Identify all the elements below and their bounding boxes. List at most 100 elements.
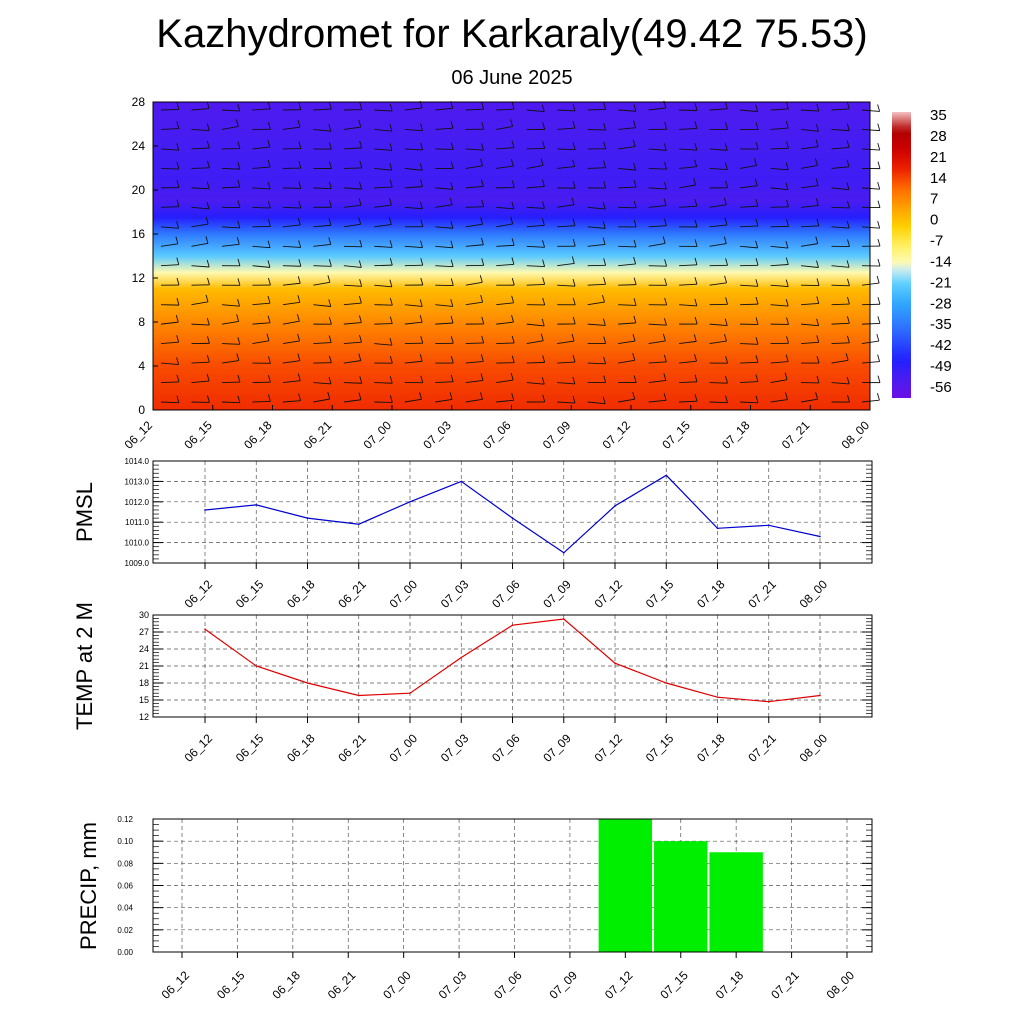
wind-barb [557,340,575,345]
wind-barb [587,301,605,306]
wind-barb-feather [481,143,484,151]
wind-barb-feather [267,277,271,286]
wind-barb [404,107,423,111]
wind-barb [526,206,545,209]
heatmap-x-tick-label: 06_21 [301,418,335,452]
wind-barb-feather [846,220,850,229]
series-point [204,509,206,511]
wind-barb [160,167,179,170]
wind-barb-feather [785,182,789,190]
series-point [409,501,411,503]
wind-barb [465,223,483,228]
wind-barb [709,148,728,151]
wind-barb [770,108,789,111]
wind-barb-feather [206,140,210,149]
x-tick-label: 08_00 [824,968,858,1002]
wind-barb-feather [267,159,271,168]
wind-barb [252,340,270,345]
heatmap-x-tick-label: 07_21 [779,418,813,452]
wind-barb [740,303,759,306]
wind-barb-feather [815,198,819,206]
heatmap-y-tick-label: 28 [132,95,146,109]
wind-barb-feather [632,139,636,147]
wind-barb [160,226,179,229]
wind-barb-feather [571,333,575,342]
wind-barb [252,108,271,111]
x-tick-label: 07_18 [694,731,728,765]
wind-barb-feather [359,181,363,190]
wind-barb [770,245,789,249]
series-point [819,535,821,538]
wind-barb-feather [572,159,576,167]
x-tick-label: 06_21 [335,731,369,765]
wind-barb [252,245,271,249]
wind-barb-feather [845,353,849,361]
wind-barb [679,283,697,286]
wind-barb [770,284,789,288]
series-point [460,656,463,659]
wind-barb [557,148,576,151]
wind-barb-feather [633,162,637,171]
wind-barb [313,265,332,267]
wind-barb [160,381,179,383]
y-tick-label: 12 [139,712,149,722]
wind-barb-feather [328,355,332,363]
wind-barb-feather [420,240,423,248]
heatmap-panel: 0 4 8 12 16 20 24 28 06_12 06_15 06_18 06_21 07_00 07… [122,95,881,452]
heatmap-y-tick-label: 20 [132,183,146,197]
wind-barb-feather [328,376,332,385]
wind-barb-feather [389,240,393,248]
wind-barb [435,107,453,111]
wind-barb-feather [694,257,698,265]
wind-barb [221,401,240,404]
wind-barb-feather [511,295,515,303]
wind-barb-feather [754,158,757,166]
wind-barb [740,401,758,404]
wind-barb-feather [694,277,698,285]
wind-barb-feather [207,336,210,344]
wind-barb-feather [176,221,180,229]
wind-barb [679,304,697,307]
series-point [460,480,463,483]
x-tick-label: 07_15 [643,731,677,765]
wind-barb-feather [176,161,180,170]
wind-barb [831,129,850,132]
y-tick-label: 0.10 [117,837,133,846]
wind-barb-feather [267,101,271,109]
wind-barb-feather [603,277,606,285]
wind-barb [618,322,636,325]
series-point [665,682,668,684]
wind-barb-feather [450,278,454,286]
wind-barb [465,281,483,286]
wind-barb [435,148,454,150]
wind-barb-feather [724,217,728,226]
wind-barb-feather [603,141,607,149]
wind-barb-feather [206,181,210,189]
wind-barb [709,204,727,208]
wind-barb [770,264,789,267]
series-point [562,618,565,620]
wind-barb-feather [755,317,759,325]
wind-barb-feather [481,199,485,207]
wind-barb-feather [389,298,393,306]
wind-barb-feather [237,200,241,208]
wind-barb-feather [328,317,332,325]
x-tick-label: 06_12 [159,968,193,1002]
wind-barb-feather [298,259,302,267]
wind-barb [374,245,393,248]
wind-barb [587,129,606,131]
wind-barb-feather [847,278,850,286]
wind-barb-feather [662,236,666,244]
wind-barb-feather [784,372,788,380]
wind-barb [770,127,789,130]
wind-barb-feather [237,337,241,345]
wind-barb [465,244,484,247]
wind-barb [313,304,331,307]
wind-barb-feather [359,140,363,148]
wind-barb-feather [450,259,454,267]
wind-barb [191,147,210,150]
wind-barb-feather [755,374,759,382]
y-axis-title: PRECIP, mm [76,822,101,950]
wind-barb [557,382,575,385]
wind-barb-feather [663,143,667,151]
